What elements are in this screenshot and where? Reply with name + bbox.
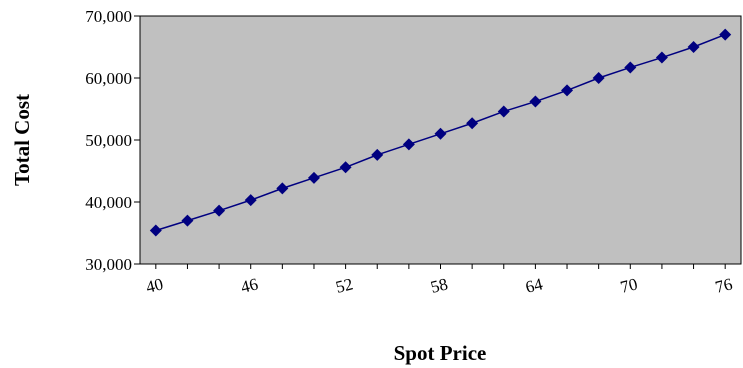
plot-area [139,15,742,265]
series-layer [149,28,732,237]
data-point [497,105,510,118]
y-tick-label: 40,000 [85,193,132,212]
data-point [529,95,542,108]
y-axis: 30,000 40,000 50,000 60,000 70,000 [85,7,140,274]
x-tick-label: 40 [144,274,165,297]
data-point [624,61,637,74]
y-tick-label: 30,000 [85,255,132,274]
y-tick-label: 70,000 [85,7,132,26]
data-point [434,127,447,140]
data-point [276,182,289,195]
data-point [213,204,226,217]
x-axis-title: Spot Price [394,341,487,365]
y-tick-label: 50,000 [85,131,132,150]
data-point [719,28,732,41]
data-point [244,194,257,207]
data-point [687,41,700,53]
x-tick-label: 70 [618,274,639,297]
y-axis-title: Total Cost [10,94,34,186]
data-point [561,84,574,97]
x-axis: 40 46 52 58 64 70 76 [144,264,734,297]
data-point [307,171,320,184]
data-point [149,224,162,237]
x-tick-label: 64 [524,274,546,297]
y-tick-label: 60,000 [85,69,132,88]
x-tick-label: 58 [429,274,450,297]
data-point [181,214,194,227]
x-tick-label: 52 [334,274,355,297]
data-point [339,161,352,174]
data-point [592,72,605,84]
data-point [371,148,384,161]
data-point [655,51,668,64]
data-point [402,138,415,151]
x-tick-label: 46 [239,274,260,297]
data-point [466,117,479,130]
x-tick-label: 76 [713,274,734,297]
